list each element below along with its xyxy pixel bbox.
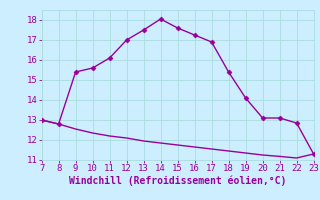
- X-axis label: Windchill (Refroidissement éolien,°C): Windchill (Refroidissement éolien,°C): [69, 176, 286, 186]
